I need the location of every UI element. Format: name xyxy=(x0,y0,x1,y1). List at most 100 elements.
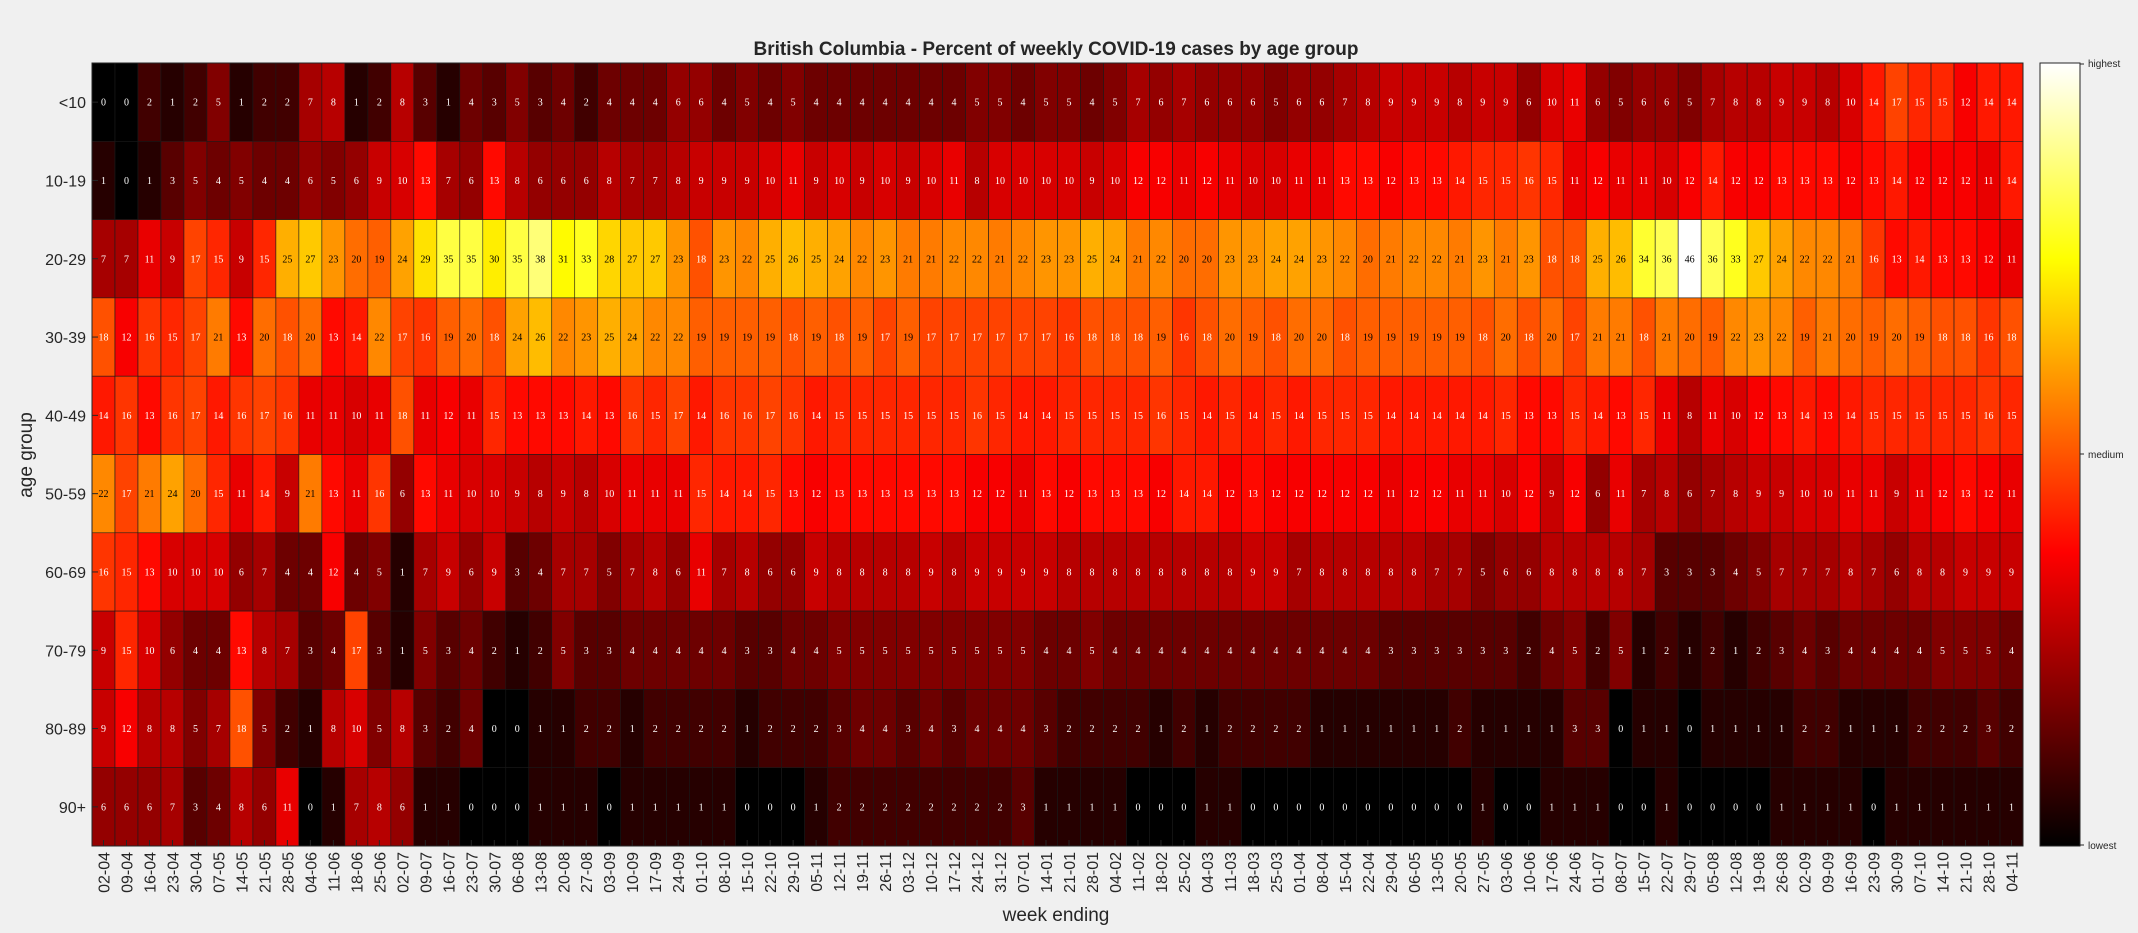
cell-value: 6 xyxy=(1595,489,1600,500)
cell-value: 16 xyxy=(1524,176,1534,187)
cell-value: 1 xyxy=(446,802,451,813)
x-tick-label: 17-09 xyxy=(648,852,665,893)
cell-value: 14 xyxy=(1179,489,1189,500)
cell-value: 11 xyxy=(1386,489,1396,500)
cell-value: 15 xyxy=(1938,411,1948,422)
x-tick-label: 08-10 xyxy=(717,852,734,893)
cell-value: 15 xyxy=(995,411,1005,422)
cell-value: 4 xyxy=(262,176,267,187)
cell-value: 15 xyxy=(903,411,913,422)
cell-value: 6 xyxy=(676,567,681,578)
cell-value: 2 xyxy=(1595,646,1600,657)
x-tick-label: 03-06 xyxy=(1499,852,1516,893)
cell-value: 3 xyxy=(906,724,911,735)
cell-value: 4 xyxy=(676,646,681,657)
cell-value: 3 xyxy=(1388,646,1393,657)
cell-value: 0 xyxy=(101,98,106,109)
cell-value: 15 xyxy=(1915,411,1925,422)
cell-value: 8 xyxy=(1319,567,1324,578)
cell-value: 22 xyxy=(972,254,982,265)
x-tick-label: 28-01 xyxy=(1085,852,1102,893)
cell-value: 7 xyxy=(1871,567,1876,578)
cell-value: 11 xyxy=(1455,489,1465,500)
cell-value: 6 xyxy=(1296,98,1301,109)
cell-value: 0 xyxy=(607,802,612,813)
cell-value: 14 xyxy=(1455,176,1465,187)
cell-value: 1 xyxy=(1319,724,1324,735)
x-tick-label: 11-06 xyxy=(326,852,343,892)
cell-value: 13 xyxy=(1616,411,1626,422)
cell-value: 2 xyxy=(906,802,911,813)
cell-value: 14 xyxy=(1708,176,1718,187)
cell-value: 3 xyxy=(308,646,313,657)
cell-value: 5 xyxy=(216,98,221,109)
cell-value: 6 xyxy=(1319,98,1324,109)
cell-value: 2 xyxy=(1664,646,1669,657)
cell-value: 13 xyxy=(1869,176,1879,187)
cell-value: 0 xyxy=(1273,802,1278,813)
x-tick-label: 06-05 xyxy=(1407,852,1424,893)
cell-value: 4 xyxy=(929,98,934,109)
cell-value: 6 xyxy=(1503,567,1508,578)
x-tick-label: 06-08 xyxy=(510,852,527,893)
cell-value: 15 xyxy=(834,411,844,422)
cell-value: 5 xyxy=(1066,98,1071,109)
cell-value: 1 xyxy=(1411,724,1416,735)
cell-value: 29 xyxy=(420,254,430,265)
cell-value: 7 xyxy=(1710,489,1715,500)
cell-value: 4 xyxy=(1021,98,1026,109)
cell-value: 1 xyxy=(400,567,405,578)
cell-value: 7 xyxy=(354,802,359,813)
x-tick-label: 29-04 xyxy=(1384,852,1401,893)
cell-value: 5 xyxy=(1021,646,1026,657)
cell-value: 9 xyxy=(814,176,819,187)
cell-value: 7 xyxy=(446,176,451,187)
cell-value: 6 xyxy=(469,567,474,578)
cell-value: 8 xyxy=(1756,98,1761,109)
cell-value: 11 xyxy=(1984,176,1994,187)
cell-value: 6 xyxy=(400,489,405,500)
cell-value: 10 xyxy=(1846,98,1856,109)
colorbar: highest medium lowest xyxy=(2039,59,2124,852)
cell-value: 5 xyxy=(1756,567,1761,578)
cell-value: 4 xyxy=(1181,646,1186,657)
x-tick-label: 04-06 xyxy=(303,852,320,893)
cell-value: 21 xyxy=(1386,254,1396,265)
cell-value: 4 xyxy=(1204,646,1209,657)
cell-value: 4 xyxy=(1158,646,1163,657)
cell-value: 33 xyxy=(581,254,591,265)
cell-value: 6 xyxy=(1526,98,1531,109)
cell-value: 12 xyxy=(1685,176,1695,187)
cell-value: 5 xyxy=(1089,646,1094,657)
cell-value: 13 xyxy=(788,489,798,500)
cell-value: 13 xyxy=(949,489,959,500)
cell-value: 3 xyxy=(1779,646,1784,657)
cell-value: 5 xyxy=(883,646,888,657)
cell-value: 3 xyxy=(1664,567,1669,578)
cell-value: 24 xyxy=(397,254,407,265)
cell-value: 2 xyxy=(607,724,612,735)
cell-value: 1 xyxy=(331,802,336,813)
cell-value: 1 xyxy=(239,98,244,109)
cell-value: 1 xyxy=(1779,724,1784,735)
cell-value: 1 xyxy=(1641,724,1646,735)
cell-value: 11 xyxy=(1846,489,1856,500)
cell-value: 4 xyxy=(607,98,612,109)
cell-value: 8 xyxy=(837,567,842,578)
cell-value: 3 xyxy=(170,176,175,187)
cell-value: 8 xyxy=(653,567,658,578)
cell-value: 13 xyxy=(1800,176,1810,187)
cell-value: 19 xyxy=(719,333,729,344)
cell-value: 4 xyxy=(1250,646,1255,657)
x-tick-label: 18-06 xyxy=(349,852,366,893)
cell-value: 15 xyxy=(1501,176,1511,187)
cell-value: 4 xyxy=(1848,646,1853,657)
cell-value: 21 xyxy=(995,254,1005,265)
cell-value: 15 xyxy=(167,333,177,344)
cell-value: 8 xyxy=(262,646,267,657)
cell-value: 8 xyxy=(400,724,405,735)
cell-value: 3 xyxy=(1021,802,1026,813)
x-tick-label: 19-08 xyxy=(1752,852,1769,893)
cell-value: 8 xyxy=(1572,567,1577,578)
cell-value: 1 xyxy=(1848,724,1853,735)
